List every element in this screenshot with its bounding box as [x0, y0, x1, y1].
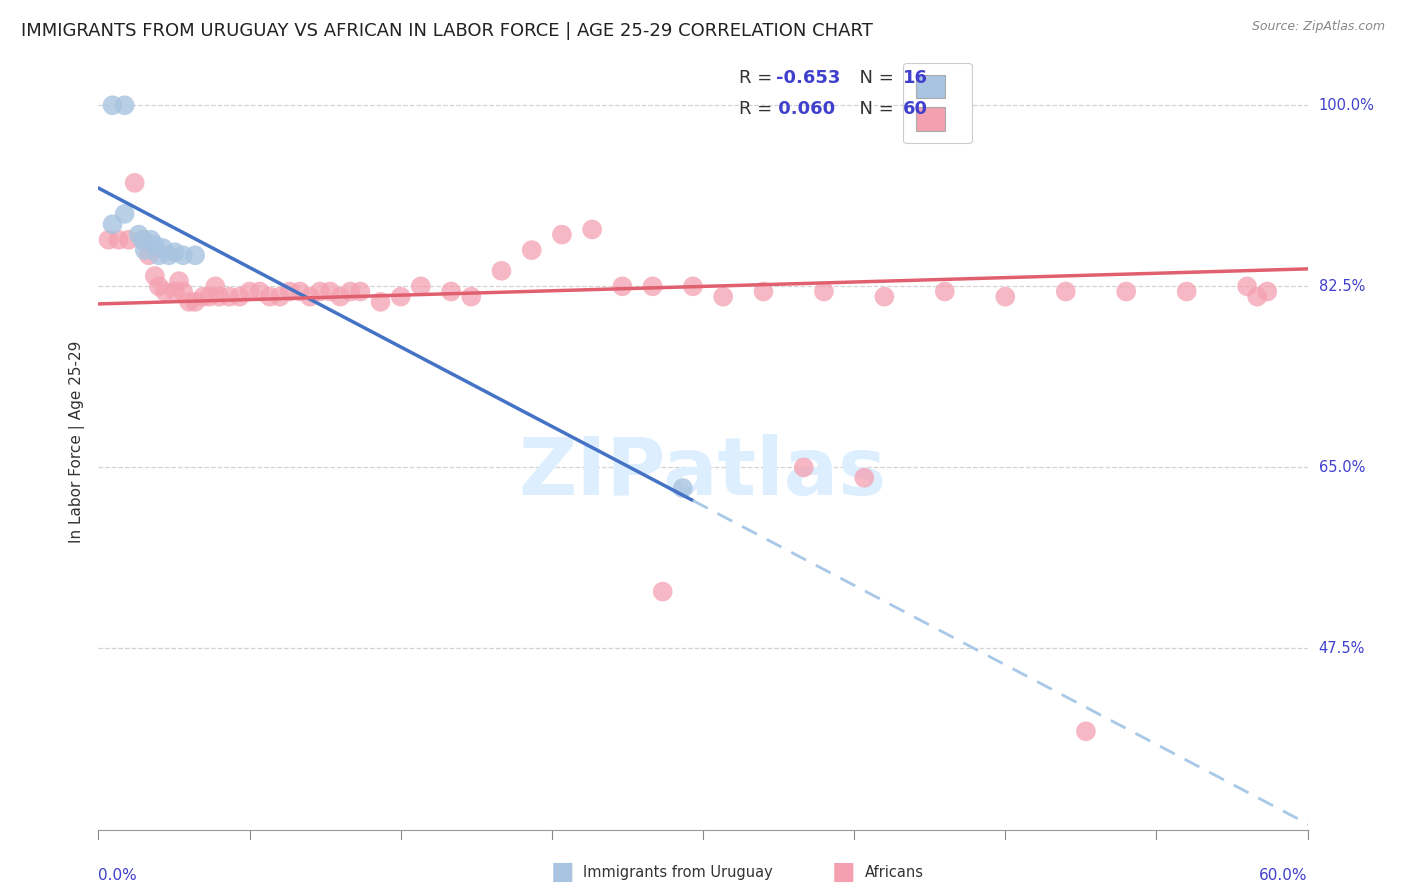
Text: R =: R = [740, 70, 779, 87]
Point [132, 233, 155, 247]
Point [143, 268, 166, 283]
Point [1115, 285, 1137, 299]
Text: Africans: Africans [865, 865, 924, 880]
Point [793, 460, 815, 475]
Point [143, 238, 166, 252]
Point [1074, 724, 1097, 739]
Text: 0.060: 0.060 [772, 101, 835, 119]
Point [198, 290, 221, 304]
Point [288, 285, 311, 299]
Point [101, 217, 124, 231]
Point [853, 471, 876, 485]
Point [193, 290, 215, 304]
Point [651, 584, 673, 599]
Point [114, 207, 136, 221]
Text: R =: R = [740, 101, 779, 119]
Point [239, 285, 262, 299]
Point [148, 279, 170, 293]
Text: Source: ZipAtlas.com: Source: ZipAtlas.com [1251, 20, 1385, 33]
Point [163, 245, 186, 260]
Point [179, 294, 201, 309]
Point [101, 98, 124, 112]
Point [612, 279, 634, 293]
Point [440, 285, 463, 299]
Point [389, 290, 412, 304]
Point [148, 248, 170, 262]
Point [172, 285, 194, 299]
Point [107, 233, 129, 247]
Point [309, 285, 332, 299]
Point [813, 285, 835, 299]
Text: 47.5%: 47.5% [1319, 641, 1365, 656]
Point [1175, 285, 1198, 299]
Point [319, 285, 342, 299]
Point [97, 233, 120, 247]
Text: IMMIGRANTS FROM URUGUAY VS AFRICAN IN LABOR FORCE | AGE 25-29 CORRELATION CHART: IMMIGRANTS FROM URUGUAY VS AFRICAN IN LA… [21, 22, 873, 40]
Text: 65.0%: 65.0% [1319, 460, 1365, 475]
Point [409, 279, 432, 293]
Point [711, 290, 734, 304]
Point [124, 176, 146, 190]
Point [1236, 279, 1258, 293]
Point [218, 290, 240, 304]
Point [184, 294, 207, 309]
Point [641, 279, 664, 293]
Point [172, 248, 194, 262]
Point [1246, 290, 1268, 304]
Text: N =: N = [848, 101, 900, 119]
Point [551, 227, 574, 242]
Point [139, 233, 162, 247]
Point [672, 481, 695, 495]
Point [581, 222, 603, 236]
Point [167, 274, 190, 288]
Point [278, 285, 301, 299]
Text: 60: 60 [903, 101, 928, 119]
Point [349, 285, 371, 299]
Text: 0.0%: 0.0% [98, 869, 138, 883]
Point [460, 290, 482, 304]
Text: 60.0%: 60.0% [1260, 869, 1308, 883]
Point [329, 290, 352, 304]
Point [1256, 285, 1278, 299]
Point [204, 279, 226, 293]
Text: ■: ■ [832, 861, 855, 884]
Point [163, 285, 186, 299]
Text: ■: ■ [551, 861, 574, 884]
Point [1054, 285, 1077, 299]
Point [228, 290, 250, 304]
Point [491, 264, 513, 278]
Text: 100.0%: 100.0% [1319, 98, 1375, 112]
Point [118, 233, 141, 247]
Text: 16: 16 [903, 70, 928, 87]
Point [208, 290, 231, 304]
Point [994, 290, 1017, 304]
Point [184, 248, 207, 262]
Point [269, 290, 291, 304]
Text: 82.5%: 82.5% [1319, 279, 1365, 293]
Text: ZIPatlas: ZIPatlas [519, 434, 887, 512]
Point [873, 290, 896, 304]
Point [128, 227, 150, 242]
Point [152, 241, 174, 255]
Point [114, 98, 136, 112]
Point [299, 290, 322, 304]
Point [132, 233, 155, 247]
Legend: , : , [904, 62, 972, 144]
Point [752, 285, 775, 299]
Point [157, 248, 180, 262]
Point [153, 285, 176, 299]
Point [520, 243, 543, 257]
Text: -0.653: -0.653 [776, 70, 839, 87]
Point [682, 279, 704, 293]
Point [339, 285, 361, 299]
Point [249, 285, 271, 299]
Y-axis label: In Labor Force | Age 25-29: In Labor Force | Age 25-29 [69, 341, 84, 542]
Text: Immigrants from Uruguay: Immigrants from Uruguay [583, 865, 773, 880]
Point [934, 285, 956, 299]
Point [134, 243, 156, 257]
Point [370, 294, 392, 309]
Point [138, 248, 160, 262]
Text: N =: N = [848, 70, 900, 87]
Point [259, 290, 281, 304]
